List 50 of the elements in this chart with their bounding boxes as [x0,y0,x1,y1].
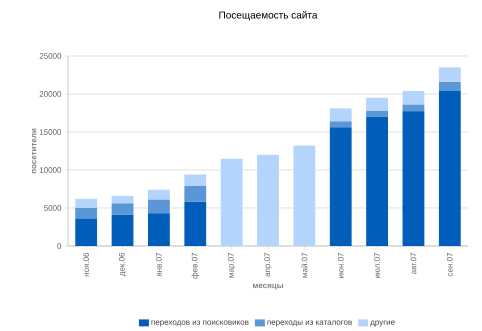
y-tick-label: 5000 [44,205,62,211]
legend-label: другие [370,320,395,326]
bar [112,203,134,215]
bar [112,196,134,204]
bar [184,202,206,246]
y-tick-label: 0 [57,243,62,249]
bar [330,121,352,128]
y-tick-label: 10000 [40,167,62,173]
bar [402,104,424,112]
bar [257,154,279,246]
bar [438,90,461,246]
bar [112,214,134,246]
bar [402,90,424,105]
bar [75,218,98,246]
bar [366,110,388,117]
x-axis-title: месяцы [253,284,284,290]
bar [293,146,316,246]
bar [220,158,243,246]
bar [366,98,388,111]
bar [366,116,388,246]
legend-label: переходы из каталогов [267,320,352,326]
y-tick-label: 25000 [40,53,62,59]
chart-title: Посещаемость сайта [219,11,318,20]
bar [148,190,170,200]
x-tick-label: мар.07 [228,252,236,278]
bar [330,127,352,246]
x-tick-label: янв.07 [156,252,162,277]
bar [438,67,461,82]
bar [330,108,352,122]
bar [184,174,206,186]
y-tick-label: 15000 [40,129,62,135]
x-tick-label: дек.06 [118,252,126,276]
y-axis-title: посетители [32,128,36,174]
bar [148,213,170,246]
bar [402,111,424,246]
x-tick-label: июл.07 [374,252,380,278]
bar [75,208,98,219]
x-tick-label: май.07 [301,252,308,278]
x-tick-label: сен.07 [446,252,453,276]
bar [438,82,461,91]
x-tick-label: авг.07 [410,252,416,274]
bar [184,186,206,202]
x-tick-label: июн.07 [338,252,344,278]
y-tick-label: 20000 [40,91,62,97]
bar [148,200,170,214]
x-tick-label: фев.07 [192,252,200,279]
bar [75,198,98,208]
x-tick-label: ноя.06 [83,252,90,276]
legend-label: переходов из поисковиков [152,320,249,326]
x-tick-label: апр.07 [264,252,272,277]
